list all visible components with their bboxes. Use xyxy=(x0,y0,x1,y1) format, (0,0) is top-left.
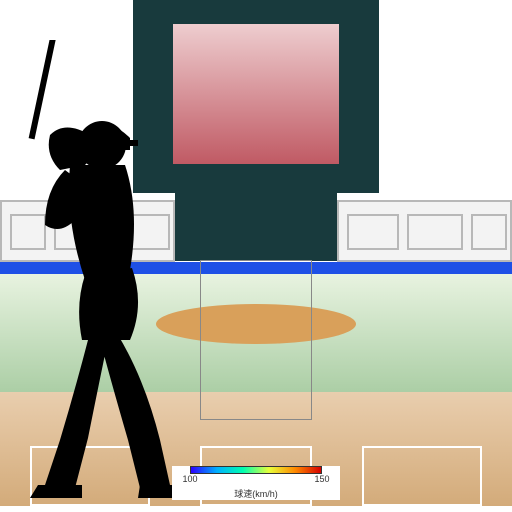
wall-window xyxy=(407,214,463,250)
pitch-chart-stage: 100150 球速(km/h) xyxy=(0,0,512,512)
stadium-wall-right xyxy=(337,200,512,262)
batter-silhouette xyxy=(0,40,220,500)
legend-colorbar xyxy=(190,466,322,474)
legend-ticks: 100150 xyxy=(190,474,322,486)
batter-box-right xyxy=(362,446,482,506)
legend-label: 球速(km/h) xyxy=(172,487,340,500)
foul-line xyxy=(0,506,512,512)
legend-tick: 150 xyxy=(314,474,329,484)
legend-tick: 100 xyxy=(182,474,197,484)
wall-window xyxy=(471,214,507,250)
wall-window xyxy=(347,214,399,250)
speed-legend: 100150 球速(km/h) xyxy=(172,466,340,500)
